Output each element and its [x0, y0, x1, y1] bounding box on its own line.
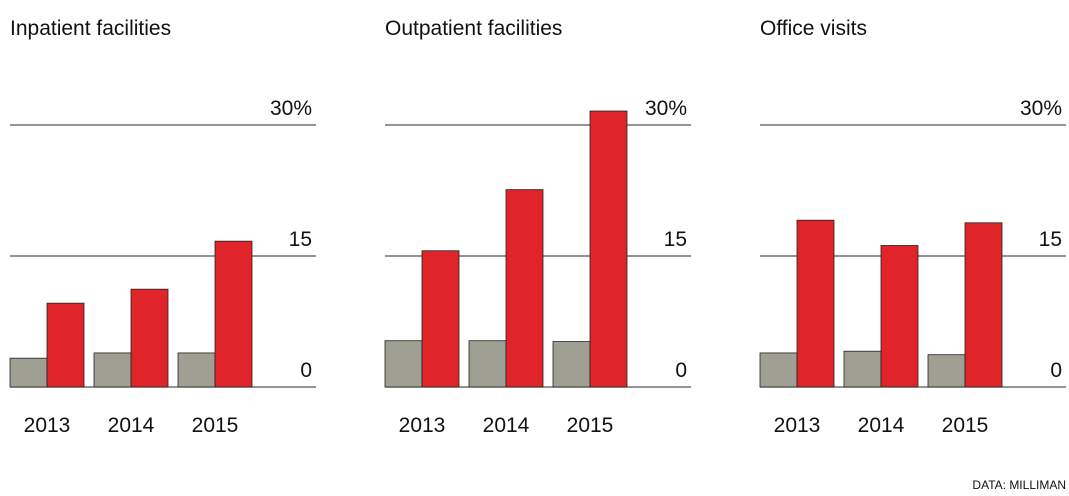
y-tick-label: 15 — [289, 228, 312, 251]
x-tick-label: 2014 — [108, 414, 155, 437]
y-tick-label: 0 — [300, 359, 312, 382]
bar — [880, 245, 919, 388]
y-tick-label: 30% — [645, 97, 687, 120]
x-tick-label: 2013 — [774, 414, 821, 437]
bar — [421, 250, 460, 388]
y-tick-label: 0 — [1050, 359, 1062, 382]
x-tick-label: 2015 — [192, 414, 239, 437]
y-tick-label: 30% — [270, 97, 312, 120]
source: DATA: MILLIMAN — [972, 478, 1066, 492]
bar — [177, 352, 216, 388]
x-tick-label: 2013 — [399, 414, 446, 437]
y-tick-label: 0 — [675, 359, 687, 382]
bar — [384, 340, 423, 388]
bar — [9, 357, 48, 388]
bar — [927, 354, 966, 388]
y-tick-label: 15 — [664, 228, 687, 251]
bar — [468, 340, 507, 388]
x-tick-label: 2015 — [942, 414, 989, 437]
panel-title: Office visits — [760, 17, 867, 40]
y-tick-label: 30% — [1020, 97, 1062, 120]
bar — [843, 350, 882, 388]
bar — [505, 189, 544, 388]
x-tick-label: 2014 — [483, 414, 530, 437]
y-tick-label: 15 — [1039, 228, 1062, 251]
bar — [214, 240, 253, 388]
bar — [759, 352, 798, 388]
bar — [552, 341, 591, 388]
x-tick-label: 2014 — [858, 414, 905, 437]
bar — [589, 110, 628, 388]
panel-title: Outpatient facilities — [385, 17, 562, 40]
bar — [93, 352, 132, 388]
bar — [130, 288, 169, 388]
bar — [46, 302, 85, 388]
x-tick-label: 2015 — [567, 414, 614, 437]
bar — [796, 219, 835, 388]
panel-title: Inpatient facilities — [10, 17, 171, 40]
bar — [964, 222, 1003, 388]
x-tick-label: 2013 — [24, 414, 71, 437]
